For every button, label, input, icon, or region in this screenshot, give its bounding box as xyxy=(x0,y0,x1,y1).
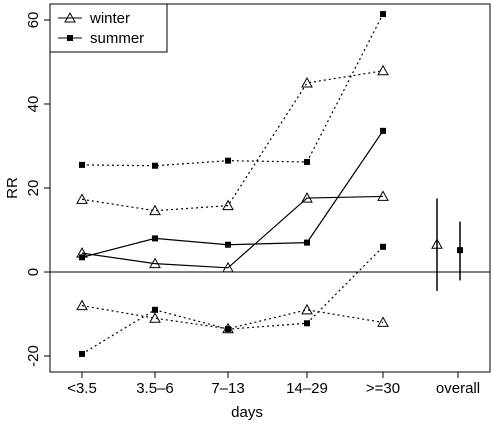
y-tick-label: -20 xyxy=(25,345,42,367)
upper-line xyxy=(81,70,384,212)
x-tick-label: 14–29 xyxy=(286,380,328,397)
marker xyxy=(431,238,443,249)
marker xyxy=(149,204,161,216)
marker xyxy=(76,193,88,204)
marker xyxy=(380,11,386,18)
marker xyxy=(301,192,313,203)
lower-line xyxy=(81,305,384,330)
marker xyxy=(301,303,313,315)
marker xyxy=(67,35,73,41)
x-tick-label: 3.5–6 xyxy=(136,380,174,397)
y-tick-label: 20 xyxy=(25,180,42,197)
marker xyxy=(377,316,389,327)
marker xyxy=(149,257,161,269)
marker xyxy=(380,127,386,134)
x-tick-label: overall xyxy=(436,380,480,397)
marker xyxy=(79,161,85,168)
marker xyxy=(79,254,85,261)
marker xyxy=(222,261,234,273)
x-tick-label: >=30 xyxy=(366,380,400,397)
x-axis-label: days xyxy=(231,404,263,421)
marker xyxy=(304,239,310,246)
y-tick-label: 40 xyxy=(25,96,42,113)
marker xyxy=(457,247,463,254)
marker xyxy=(225,326,231,333)
marker xyxy=(377,190,389,201)
marker xyxy=(377,64,389,76)
series-line xyxy=(81,195,384,269)
lower-line xyxy=(81,246,384,355)
marker xyxy=(225,241,231,248)
marker xyxy=(152,306,158,313)
marker xyxy=(222,199,234,211)
marker xyxy=(152,235,158,242)
marker xyxy=(380,243,386,250)
legend-label: summer xyxy=(90,30,144,47)
marker xyxy=(149,312,161,323)
marker xyxy=(79,350,85,357)
y-tick-label: 0 xyxy=(25,268,42,276)
y-tick-label: 60 xyxy=(25,12,42,29)
marker xyxy=(304,158,310,165)
marker xyxy=(304,320,310,327)
series-line xyxy=(81,130,384,258)
marker xyxy=(225,157,231,164)
y-axis-label: RR xyxy=(4,177,21,199)
marker xyxy=(301,76,313,88)
plot-frame xyxy=(49,3,491,373)
x-tick-label: <3.5 xyxy=(67,380,97,397)
marker xyxy=(64,11,76,23)
marker xyxy=(152,162,158,169)
legend-box xyxy=(49,3,168,53)
marker xyxy=(76,299,88,311)
x-tick-label: 7–13 xyxy=(211,380,244,397)
legend-label: winter xyxy=(89,10,130,27)
